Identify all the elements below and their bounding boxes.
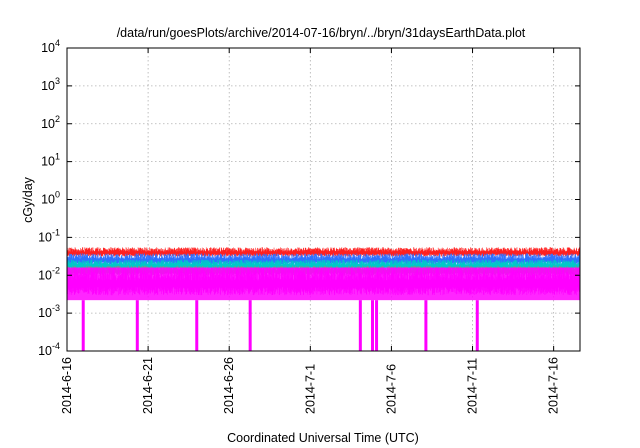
- dropout-spike: [195, 300, 199, 351]
- tick-layer: [66, 47, 580, 352]
- y-tick-label: 101: [41, 152, 60, 169]
- chart-title: /data/run/goesPlots/archive/2014-07-16/b…: [117, 26, 526, 40]
- x-tick-label: 2014-7-6: [384, 364, 398, 414]
- y-tick-label: 104: [41, 38, 60, 55]
- x-axis-label: Coordinated Universal Time (UTC): [227, 431, 419, 445]
- y-tick-label: 102: [41, 114, 60, 131]
- x-tick-label: 2014-6-26: [222, 357, 236, 414]
- dropout-spike: [358, 300, 362, 351]
- y-tick-label: 10-2: [38, 265, 60, 282]
- dropout-spike: [248, 300, 252, 351]
- x-tick-labels: 2014-6-16 2014-6-21 2014-6-26 2014-7-1 2014-…: [60, 357, 561, 414]
- dropout-spike: [475, 300, 479, 351]
- series-layer: [66, 247, 581, 351]
- x-tick-label: 2014-6-21: [141, 357, 155, 414]
- y-tick-labels: 10-4 10-3 10-2 10-1 100 101 102 103 104: [38, 38, 60, 358]
- grid-layer: [66, 47, 580, 352]
- x-tick-label: 2014-6-16: [60, 357, 74, 414]
- series-band: [67, 267, 580, 301]
- y-tick-label: 100: [41, 190, 60, 207]
- y-tick-label: 103: [41, 76, 60, 93]
- x-tick-label: 2014-7-11: [466, 358, 480, 414]
- x-tick-label: 2014-7-16: [547, 357, 561, 414]
- dropout-spike: [371, 300, 375, 351]
- y-tick-label: 10-4: [38, 341, 60, 358]
- dropout-spike: [81, 300, 85, 351]
- y-tick-label: 10-1: [38, 227, 60, 244]
- y-tick-label: 10-3: [38, 303, 60, 320]
- dropout-spike: [375, 300, 379, 351]
- dropout-spike: [424, 300, 428, 351]
- x-tick-label: 2014-7-1: [303, 364, 317, 414]
- y-axis-label: cGy/day: [21, 176, 35, 223]
- dropout-spike: [135, 300, 139, 351]
